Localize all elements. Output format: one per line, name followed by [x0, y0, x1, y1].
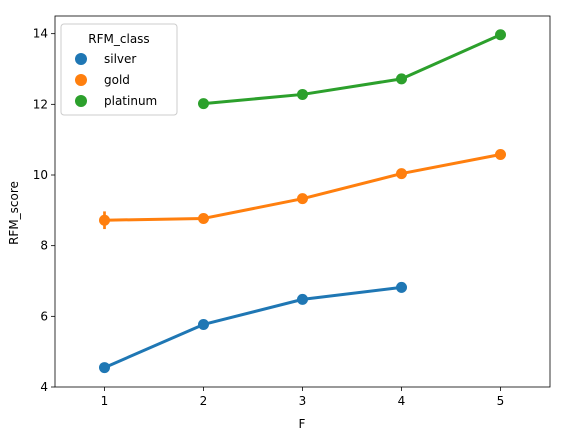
y-tick-label-14: 14 — [33, 27, 48, 41]
data-point-gold-2 — [297, 193, 308, 205]
x-tick-label-2: 2 — [200, 394, 208, 408]
x-tick-label-3: 3 — [299, 394, 307, 408]
legend-label-silver: silver — [104, 52, 136, 66]
legend-marker-silver — [75, 53, 87, 65]
series-line-silver — [103, 285, 402, 369]
legend-box — [60, 23, 178, 116]
plot-area — [99, 29, 506, 374]
legend-marker-platinum — [75, 95, 87, 107]
data-point-platinum-3 — [495, 29, 506, 41]
y-tick-label-8: 8 — [40, 239, 48, 253]
data-point-silver-1 — [198, 318, 209, 330]
x-tick-label-5: 5 — [497, 394, 505, 408]
series-line-platinum — [203, 33, 502, 106]
series-line-gold — [104, 153, 501, 222]
y-tick-label-12: 12 — [33, 97, 48, 111]
legend-title: RFM_class — [88, 32, 149, 46]
data-point-platinum-2 — [396, 73, 407, 85]
legend-marker-gold — [75, 74, 87, 86]
data-point-gold-1 — [198, 212, 209, 224]
x-tick-label-1: 1 — [101, 394, 109, 408]
legend-label-platinum: platinum — [104, 94, 157, 108]
data-point-gold-0 — [99, 214, 110, 226]
data-point-gold-4 — [495, 149, 506, 161]
data-point-silver-3 — [396, 281, 407, 293]
y-tick-label-4: 4 — [40, 380, 48, 394]
y-tick-label-6: 6 — [40, 309, 48, 323]
data-point-platinum-1 — [297, 88, 308, 100]
x-tick-label-4: 4 — [398, 394, 406, 408]
x-axis-label: F — [299, 417, 306, 431]
legend-label-gold: gold — [104, 73, 130, 87]
data-point-silver-0 — [99, 362, 110, 374]
y-tick-label-10: 10 — [33, 168, 48, 182]
data-point-gold-3 — [396, 168, 407, 180]
data-point-silver-2 — [297, 293, 308, 305]
y-axis-label: RFM_score — [7, 181, 21, 245]
data-point-platinum-0 — [198, 98, 209, 110]
